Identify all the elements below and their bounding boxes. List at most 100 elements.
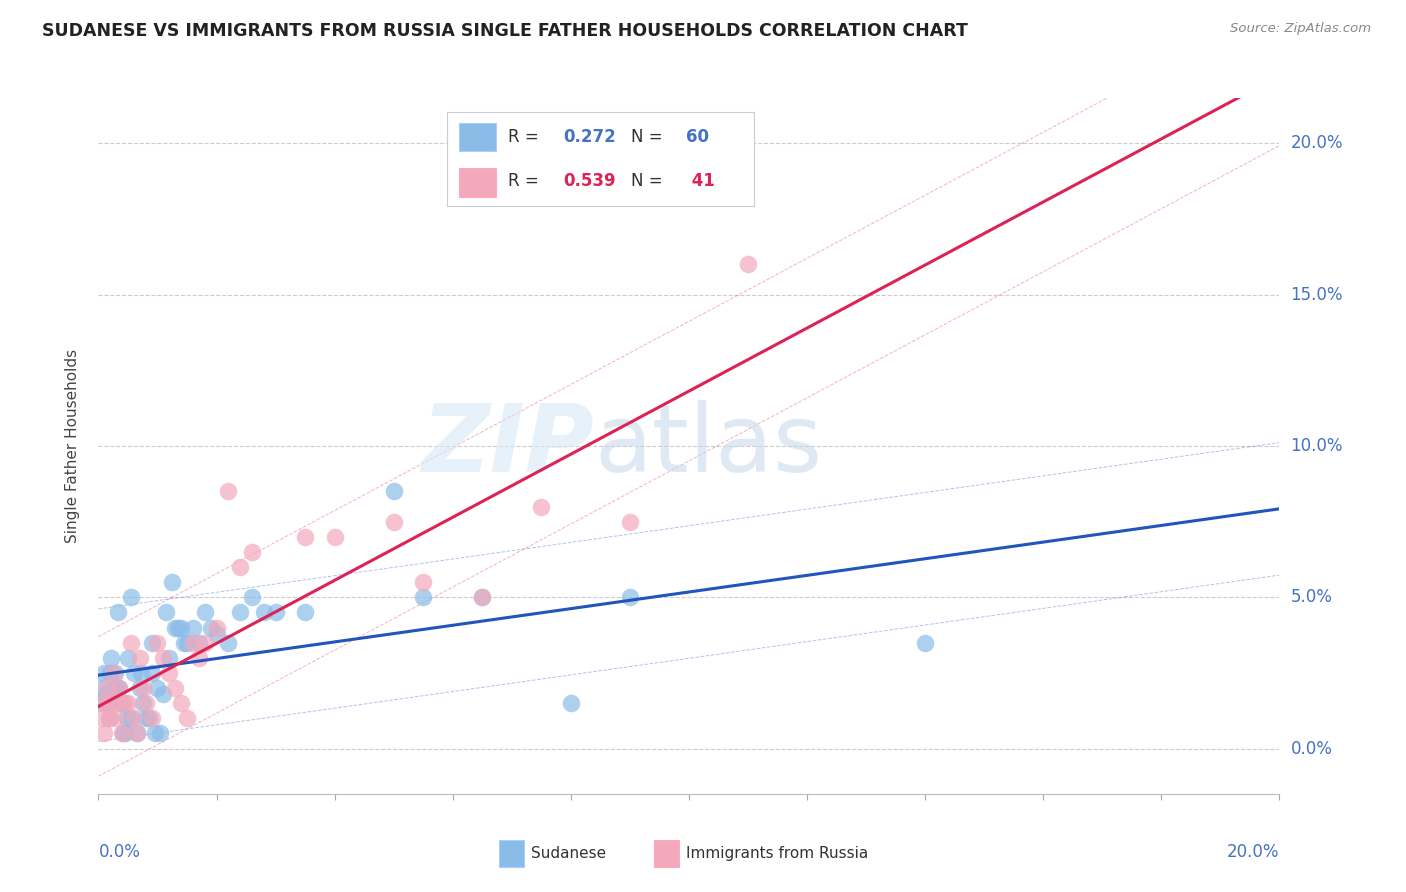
- Text: atlas: atlas: [595, 400, 823, 492]
- Point: [194, 606, 217, 620]
- Point: [141, 711, 163, 725]
- Point: [122, 711, 145, 725]
- Point: [128, 681, 150, 695]
- Point: [138, 711, 160, 725]
- Point: [111, 726, 134, 740]
- Point: [264, 606, 287, 620]
- Point: [98, 696, 121, 710]
- Point: [471, 591, 494, 605]
- Point: [737, 258, 759, 272]
- Text: 5.0%: 5.0%: [1291, 588, 1333, 607]
- Point: [165, 620, 187, 634]
- Text: SUDANESE VS IMMIGRANTS FROM RUSSIA SINGLE FATHER HOUSEHOLDS CORRELATION CHART: SUDANESE VS IMMIGRANTS FROM RUSSIA SINGL…: [42, 22, 969, 40]
- Point: [229, 606, 252, 620]
- Point: [382, 515, 405, 529]
- Point: [135, 711, 157, 725]
- Point: [114, 726, 136, 740]
- Text: ZIP: ZIP: [422, 400, 595, 492]
- Point: [152, 687, 174, 701]
- Point: [240, 545, 263, 559]
- Point: [165, 681, 187, 695]
- Point: [143, 726, 166, 740]
- Point: [412, 575, 434, 590]
- Point: [173, 635, 195, 649]
- Point: [120, 635, 142, 649]
- Point: [98, 711, 121, 725]
- Point: [146, 681, 169, 695]
- Point: [200, 620, 222, 634]
- Point: [105, 681, 128, 695]
- Point: [112, 726, 135, 740]
- Point: [205, 626, 228, 640]
- Point: [98, 665, 121, 680]
- Text: 0.0%: 0.0%: [98, 843, 141, 861]
- Point: [619, 515, 641, 529]
- Point: [93, 665, 115, 680]
- Point: [108, 681, 131, 695]
- Point: [105, 711, 128, 725]
- Point: [194, 635, 217, 649]
- Point: [104, 665, 127, 680]
- Point: [108, 681, 131, 695]
- Point: [170, 620, 193, 634]
- Text: 10.0%: 10.0%: [1291, 437, 1343, 455]
- Point: [103, 665, 125, 680]
- Point: [560, 696, 582, 710]
- Point: [132, 681, 155, 695]
- Point: [382, 484, 405, 499]
- Point: [253, 606, 276, 620]
- Point: [94, 687, 117, 701]
- Point: [157, 665, 180, 680]
- Point: [125, 726, 148, 740]
- Point: [115, 711, 138, 725]
- Point: [170, 696, 193, 710]
- Point: [914, 635, 936, 649]
- Point: [90, 681, 112, 695]
- Point: [128, 650, 150, 665]
- Text: Immigrants from Russia: Immigrants from Russia: [686, 847, 869, 861]
- Point: [117, 650, 139, 665]
- Point: [120, 711, 142, 725]
- Point: [93, 726, 115, 740]
- Point: [157, 650, 180, 665]
- Point: [530, 500, 553, 514]
- Point: [294, 606, 316, 620]
- Point: [146, 635, 169, 649]
- Point: [167, 620, 190, 634]
- Point: [104, 696, 127, 710]
- Point: [181, 620, 204, 634]
- Point: [176, 711, 198, 725]
- Point: [91, 711, 114, 725]
- Text: Source: ZipAtlas.com: Source: ZipAtlas.com: [1230, 22, 1371, 36]
- Point: [294, 530, 316, 544]
- Point: [162, 575, 183, 590]
- Text: 20.0%: 20.0%: [1291, 135, 1343, 153]
- Point: [111, 696, 134, 710]
- Point: [132, 696, 155, 710]
- Point: [122, 665, 145, 680]
- Text: Sudanese: Sudanese: [531, 847, 606, 861]
- Text: 20.0%: 20.0%: [1227, 843, 1279, 861]
- Point: [120, 591, 142, 605]
- Point: [217, 484, 239, 499]
- Point: [187, 650, 209, 665]
- Point: [129, 665, 152, 680]
- Point: [117, 696, 139, 710]
- Point: [96, 681, 118, 695]
- Y-axis label: Single Father Households: Single Father Households: [65, 349, 80, 543]
- Point: [412, 591, 434, 605]
- Point: [149, 726, 172, 740]
- Point: [155, 606, 177, 620]
- Point: [110, 696, 132, 710]
- Point: [176, 635, 198, 649]
- Point: [141, 635, 163, 649]
- Point: [98, 711, 121, 725]
- Point: [187, 635, 209, 649]
- Point: [91, 696, 114, 710]
- Point: [114, 696, 136, 710]
- Point: [205, 620, 228, 634]
- Point: [229, 560, 252, 574]
- Point: [107, 606, 129, 620]
- Point: [96, 696, 118, 710]
- Point: [323, 530, 346, 544]
